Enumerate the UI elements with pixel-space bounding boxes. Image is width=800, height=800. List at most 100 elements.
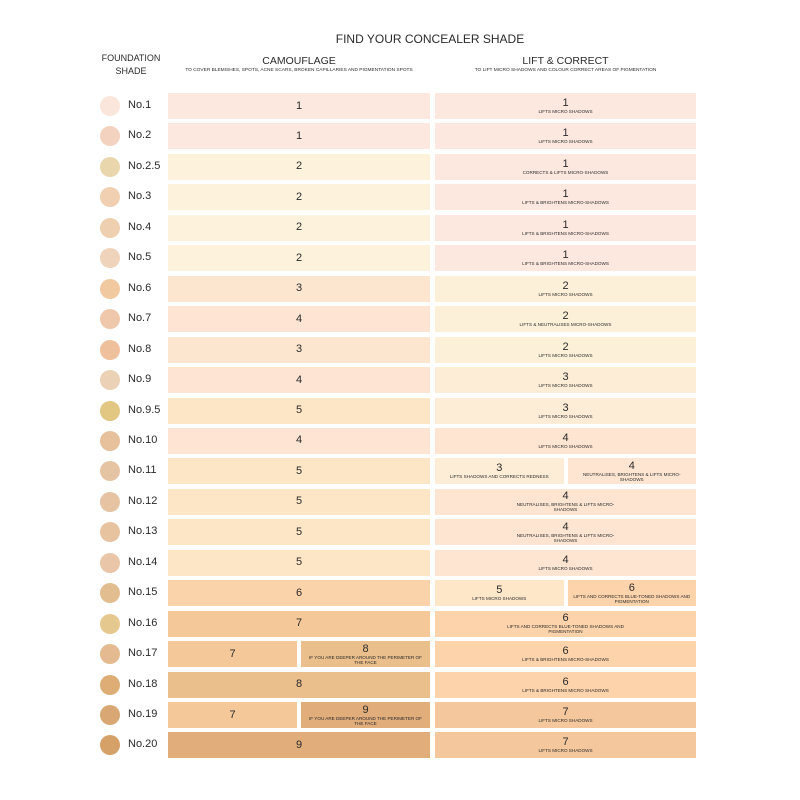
lift-number: 1 xyxy=(562,218,569,231)
lift-cell: 4 NEUTRALISES, BRIGHTENS & LIFTS MICRO-SH… xyxy=(435,519,696,546)
lift-note: NEUTRALISES, BRIGHTENS & LIFTS MICRO-SHA… xyxy=(516,502,615,513)
shade-swatch xyxy=(100,248,120,269)
camouflage-cell: 9 xyxy=(168,732,430,759)
lift-note: NEUTRALISES, BRIGHTENS & LIFTS MICRO-SHA… xyxy=(582,471,681,482)
camouflage-number: 4 xyxy=(295,373,303,386)
shade-label: No.8 xyxy=(128,342,152,355)
camouflage-cell: 2 xyxy=(168,184,430,211)
camouflage-number: 9 xyxy=(362,703,369,716)
camouflage-number: 5 xyxy=(295,404,303,416)
shade-label: No.18 xyxy=(128,677,158,690)
lift-cell: 2 LIFTS MICRO SHADOWS xyxy=(435,275,696,302)
shade-label: No.4 xyxy=(128,220,152,233)
lift-cell: 6 LIFTS & BRIGHTENS MICRO SHADOWS xyxy=(435,671,696,698)
shade-swatch xyxy=(100,644,120,665)
lift-note: NEUTRALISES, BRIGHTENS & LIFTS MICRO-SHA… xyxy=(516,532,615,543)
lift-number: 1 xyxy=(562,188,569,201)
camouflage-cell: 6 xyxy=(168,580,430,607)
lift-note: LIFTS MICRO SHADOWS xyxy=(538,718,593,723)
camouflage-number: 5 xyxy=(295,525,303,538)
camouflage-number: 9 xyxy=(295,738,303,751)
lift-cell: 7 LIFTS MICRO SHADOWS xyxy=(435,732,696,759)
lift-number: 4 xyxy=(562,553,569,566)
shade-label: No.2 xyxy=(128,129,152,142)
shade-label: No.13 xyxy=(128,525,158,538)
camouflage-number: 8 xyxy=(362,642,369,655)
camouflage-cell: 5 xyxy=(168,519,430,546)
lift-note: LIFTS MICRO SHADOWS xyxy=(538,352,593,358)
shade-label: No.9.5 xyxy=(128,403,161,416)
lift-number: 3 xyxy=(562,371,569,384)
camouflage-note: IF YOU ARE DEEPER AROUND THE PERIMETER O… xyxy=(309,715,422,726)
lift-number: 2 xyxy=(562,279,569,292)
lift-header: LIFT & CORRECT xyxy=(522,55,609,67)
lift-note: CORRECTS & LIFTS MICRO-SHADOWS xyxy=(522,169,609,175)
lift-number: 7 xyxy=(562,706,569,718)
lift-note: LIFTS & BRIGHTENS MICRO-SHADOWS xyxy=(522,200,609,206)
shade-label: No.7 xyxy=(128,312,152,325)
shade-swatch xyxy=(100,674,120,695)
lift-cell: 3 LIFTS SHADOWS AND CORRECTS REDNESS xyxy=(435,458,564,485)
lift-cell: 4 NEUTRALISES, BRIGHTENS & LIFTS MICRO-SH… xyxy=(567,458,696,485)
lift-number: 1 xyxy=(562,97,569,109)
lift-number: 3 xyxy=(562,401,569,414)
camouflage-cell: 3 xyxy=(168,275,430,302)
shade-swatch xyxy=(100,309,120,330)
lift-number: 4 xyxy=(562,520,569,533)
camouflage-number: 2 xyxy=(295,190,303,203)
camouflage-cell: 1 xyxy=(168,123,430,150)
lift-cell: 6 LIFTS & BRIGHTENS MICRO-SHADOWS xyxy=(435,641,696,668)
shade-label: No.3 xyxy=(128,190,152,203)
camouflage-cell: 5 xyxy=(168,488,430,515)
lift-cell: 1 LIFTS & BRIGHTENS MICRO-SHADOWS xyxy=(435,184,696,211)
shade-label: No.16 xyxy=(128,616,158,629)
shade-swatch xyxy=(100,370,120,391)
shade-label: No.6 xyxy=(128,281,152,294)
camouflage-cell: 2 xyxy=(168,245,430,272)
lift-note: LIFTS MICRO SHADOWS xyxy=(472,596,527,602)
shade-label: No.14 xyxy=(128,555,158,568)
shade-label: No.11 xyxy=(128,464,157,477)
lift-cell: 4 LIFTS MICRO SHADOWS xyxy=(435,427,696,454)
camouflage-number: 7 xyxy=(295,617,303,630)
shade-label: No.15 xyxy=(128,586,158,599)
camouflage-cell: 4 xyxy=(168,367,430,394)
lift-note: LIFTS & BRIGHTENS MICRO-SHADOWS xyxy=(522,657,609,663)
lift-cell: 7 LIFTS MICRO SHADOWS xyxy=(435,702,696,728)
camouflage-number: 1 xyxy=(295,99,303,112)
lift-number: 1 xyxy=(562,157,569,170)
lift-note: LIFTS & BRIGHTENS MICRO-SHADOWS xyxy=(522,230,609,236)
shade-label: No.2.5 xyxy=(128,159,161,172)
shade-swatch xyxy=(100,461,120,482)
camouflage-number: 4 xyxy=(295,434,303,447)
camouflage-cell: 7 xyxy=(168,610,430,637)
shade-swatch xyxy=(100,522,120,543)
camouflage-number: 7 xyxy=(229,647,236,660)
shade-swatch xyxy=(100,96,120,116)
camouflage-cell: 4 xyxy=(168,427,430,454)
shade-swatch xyxy=(100,339,120,360)
lift-cell: 1 LIFTS & BRIGHTENS MICRO-SHADOWS xyxy=(435,245,696,272)
lift-note: LIFTS & NEUTRALISES MICRO-SHADOWS xyxy=(519,322,612,328)
lift-number: 2 xyxy=(562,340,569,353)
lift-note: LIFTS AND CORRECTS BLUE-TONED SHADOWS AN… xyxy=(507,624,624,635)
shade-label: No.17 xyxy=(128,647,158,660)
shade-swatch xyxy=(100,735,120,756)
lift-number: 7 xyxy=(562,736,569,749)
camouflage-number: 1 xyxy=(295,129,303,142)
shade-swatch xyxy=(100,187,120,208)
lift-number: 5 xyxy=(496,584,503,597)
lift-note: LIFTS MICRO SHADOWS xyxy=(538,443,593,449)
camouflage-cell: 9 IF YOU ARE DEEPER AROUND THE PERIMETER … xyxy=(301,702,430,728)
camouflage-cell: 7 xyxy=(168,702,297,728)
lift-number: 1 xyxy=(562,127,569,140)
lift-number: 3 xyxy=(496,462,503,475)
camouflage-number: 7 xyxy=(229,708,236,721)
camouflage-cell: 2 xyxy=(168,153,430,180)
lift-cell: 6 LIFTS AND CORRECTS BLUE-TONED SHADOWS A… xyxy=(435,610,696,637)
camouflage-number: 3 xyxy=(295,343,303,356)
camouflage-number: 2 xyxy=(295,251,303,264)
lift-note: LIFTS MICRO SHADOWS xyxy=(538,565,593,571)
camouflage-number: 2 xyxy=(295,221,303,234)
shade-swatch xyxy=(100,613,120,634)
